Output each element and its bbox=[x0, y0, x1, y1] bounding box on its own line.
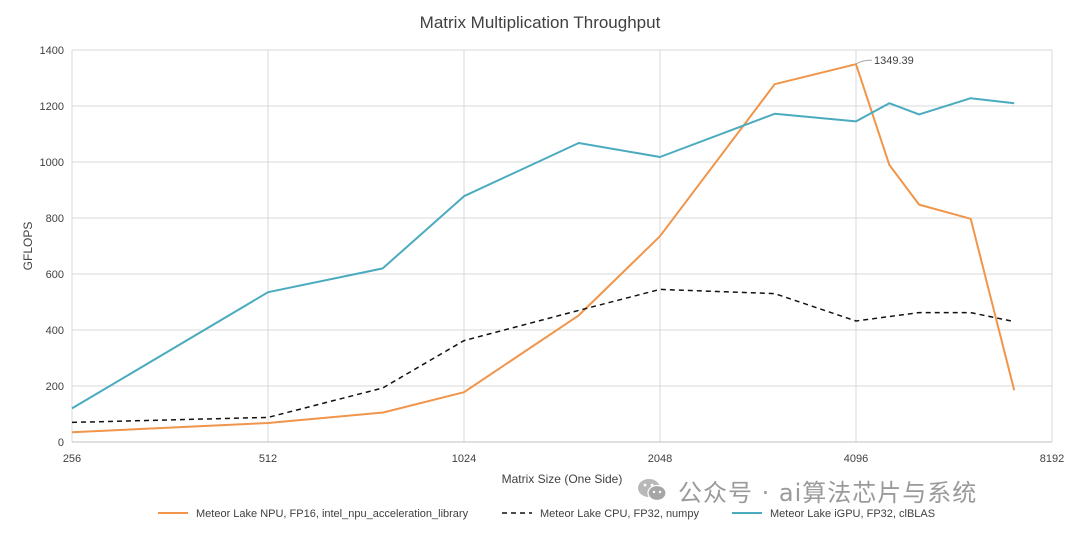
y-tick-label: 800 bbox=[46, 213, 64, 225]
series-line-2 bbox=[71, 97, 1015, 410]
y-tick-label: 200 bbox=[46, 381, 64, 393]
y-tick-label: 1400 bbox=[40, 45, 64, 57]
x-tick-label: 512 bbox=[259, 453, 277, 465]
x-tick-label: 256 bbox=[63, 453, 81, 465]
watermark-text: 公众号 · ai算法芯片与系统 bbox=[678, 478, 978, 507]
legend: Meteor Lake NPU, FP16, intel_npu_acceler… bbox=[158, 508, 935, 520]
legend-label-1: Meteor Lake CPU, FP32, numpy bbox=[540, 508, 699, 520]
x-tick-label: 1024 bbox=[452, 453, 476, 465]
x-axis-label: Matrix Size (One Side) bbox=[502, 472, 623, 486]
series-line-1 bbox=[71, 288, 1015, 424]
x-tick-label: 8192 bbox=[1040, 453, 1064, 465]
axes: 0 200 400 600 800 1000 1200 1400 256 512 1024 2048 4… bbox=[40, 45, 1065, 465]
watermark: 公众号 · ai算法芯片与系统 bbox=[634, 472, 977, 508]
series-lines bbox=[71, 63, 1016, 434]
y-tick-label: 400 bbox=[46, 325, 64, 337]
annotations: 1349.39 bbox=[855, 55, 914, 67]
legend-label-0: Meteor Lake NPU, FP16, intel_npu_acceler… bbox=[196, 508, 469, 520]
annotation-leader bbox=[855, 59, 873, 65]
gridlines bbox=[71, 49, 1053, 443]
y-axis-label: GFLOPS bbox=[21, 222, 35, 271]
y-tick-label: 0 bbox=[58, 437, 64, 449]
legend-label-2: Meteor Lake iGPU, FP32, clBLAS bbox=[770, 508, 935, 520]
data-label: 1349.39 bbox=[874, 55, 914, 67]
x-tick-label: 2048 bbox=[648, 453, 672, 465]
y-tick-label: 1000 bbox=[40, 157, 64, 169]
y-tick-label: 600 bbox=[46, 269, 64, 281]
series-line-0 bbox=[71, 63, 1016, 434]
wechat-icon bbox=[638, 479, 667, 502]
chart-title: Matrix Multiplication Throughput bbox=[420, 13, 661, 32]
y-tick-label: 1200 bbox=[40, 101, 64, 113]
x-tick-label: 4096 bbox=[844, 453, 868, 465]
